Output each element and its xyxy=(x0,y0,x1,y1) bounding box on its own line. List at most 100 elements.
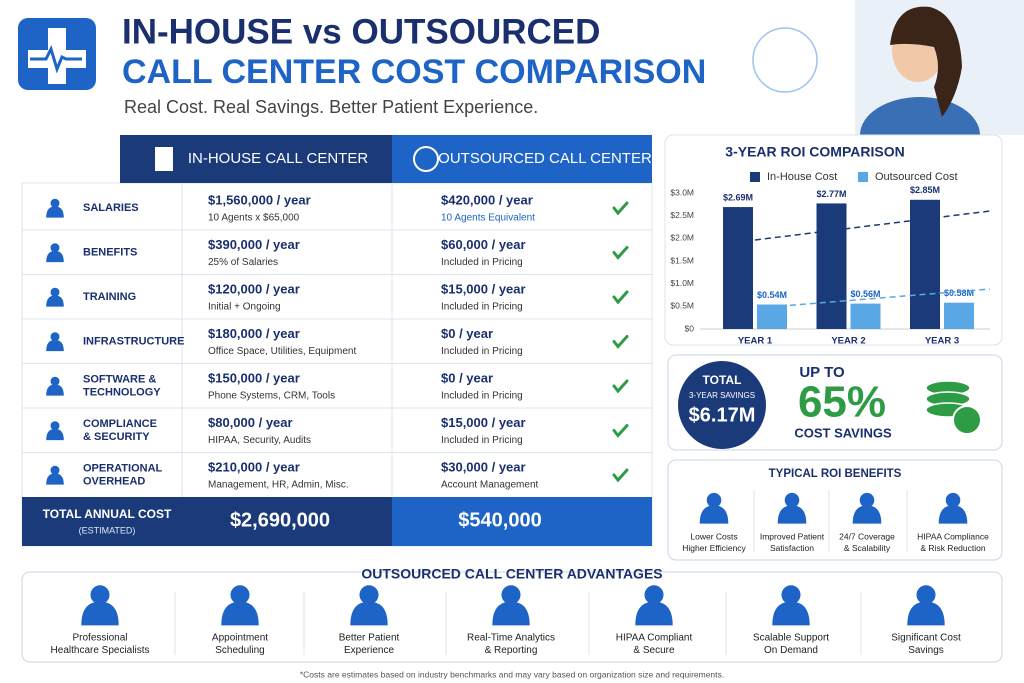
benefit-label: 24/7 Coverage xyxy=(839,531,895,541)
icon-body xyxy=(852,505,882,524)
row-label: & SECURITY xyxy=(83,431,150,443)
total-label: TOTAL ANNUAL COST xyxy=(43,507,172,521)
icon-head xyxy=(50,332,60,342)
advantage-label: Savings xyxy=(908,645,944,656)
row-label: INFRASTRUCTURE xyxy=(83,335,184,347)
inhouse-note: Initial + Ongoing xyxy=(208,302,281,313)
inhouse-note: Management, HR, Admin, Misc. xyxy=(208,480,349,491)
icon-body xyxy=(46,473,64,485)
icon-head xyxy=(90,585,110,605)
check-mark xyxy=(612,201,629,216)
value-label: $2.85M xyxy=(910,185,940,195)
inhouse-cost: $390,000 / year xyxy=(208,237,300,252)
icon-body xyxy=(46,339,64,352)
advantage-label: Professional xyxy=(72,633,127,644)
bar xyxy=(910,199,940,329)
value-label: $0.56M xyxy=(850,289,880,299)
icon-head xyxy=(501,585,521,605)
legend-label: Outsourced Cost xyxy=(875,171,958,183)
value-label: $2.77M xyxy=(816,189,846,199)
bar xyxy=(723,207,753,329)
outsourced-cost: $420,000 / year xyxy=(441,192,533,207)
icon-body xyxy=(777,505,807,524)
icon-body xyxy=(938,505,968,524)
icon-body xyxy=(46,206,64,218)
icon-head xyxy=(50,243,60,253)
check-mark xyxy=(612,290,629,305)
icon-body xyxy=(492,601,530,626)
outsourced-cost: $0 / year xyxy=(441,326,493,341)
value-label: $2.69M xyxy=(723,192,753,202)
icon-head xyxy=(859,492,875,508)
bar xyxy=(850,303,881,329)
advantage-label: Better Patient xyxy=(339,633,400,644)
outsourced-cost: $60,000 / year xyxy=(441,237,526,252)
inhouse-cost: $1,560,000 / year xyxy=(208,192,311,207)
header-icon xyxy=(155,147,173,171)
row-label: SALARIES xyxy=(83,202,139,214)
x-tick-label: YEAR 2 xyxy=(831,336,865,347)
advantage-label: Real-Time Analytics xyxy=(467,633,555,644)
icon-head xyxy=(50,421,60,431)
title-line1: IN-HOUSE vs OUTSOURCED xyxy=(122,12,600,51)
advantage-label: & Secure xyxy=(633,645,675,656)
advantage-label: & Reporting xyxy=(485,645,538,656)
advantage-label: Appointment xyxy=(212,633,268,644)
total-outsourced-cell xyxy=(392,497,652,546)
y-tick-label: $0 xyxy=(685,323,695,333)
inhouse-cost: $210,000 / year xyxy=(208,459,300,474)
check-mark xyxy=(612,335,629,349)
y-tick-label: $0.5M xyxy=(670,301,694,311)
header-outsourced xyxy=(392,135,652,183)
header-label: OUTSOURCED CALL CENTER xyxy=(438,150,652,167)
benefit-label: & Risk Reduction xyxy=(920,543,985,553)
inhouse-cost: $150,000 / year xyxy=(208,370,300,385)
inhouse-note: Office Space, Utilities, Equipment xyxy=(208,346,356,357)
advantage-label: Healthcare Specialists xyxy=(51,645,150,656)
logo-pulse xyxy=(30,44,82,74)
savings-percent: 65% xyxy=(798,378,886,427)
row-label: TECHNOLOGY xyxy=(83,386,161,398)
legend-swatch xyxy=(750,172,760,182)
bar xyxy=(944,302,974,329)
advantage-label: Experience xyxy=(344,645,394,656)
inhouse-note: HIPAA, Security, Audits xyxy=(208,435,311,446)
db-arrow xyxy=(952,405,982,435)
inhouse-cost: $120,000 / year xyxy=(208,281,300,296)
icon-head xyxy=(916,585,936,605)
inhouse-note: 10 Agents x $65,000 xyxy=(208,213,300,224)
row-label: TRAINING xyxy=(83,291,136,303)
row-label: OVERHEAD xyxy=(83,475,145,487)
photo-hair xyxy=(890,6,962,117)
inhouse-cost: $80,000 / year xyxy=(208,415,293,430)
outsourced-note: Included in Pricing xyxy=(441,346,523,357)
benefit-label: Improved Patient xyxy=(760,531,825,541)
y-tick-label: $2.5M xyxy=(670,210,694,220)
advantage-label: Scheduling xyxy=(215,645,264,656)
icon-head xyxy=(50,198,60,208)
check-mark xyxy=(612,468,629,483)
row-label: SOFTWARE & xyxy=(83,373,156,385)
icon-body xyxy=(350,601,388,626)
advantage-label: HIPAA Compliant xyxy=(616,633,693,644)
check-mark xyxy=(612,246,629,260)
benefit-label: Satisfaction xyxy=(770,543,814,553)
header-label: IN-HOUSE CALL CENTER xyxy=(188,150,368,167)
outsourced-note: Included in Pricing xyxy=(441,435,523,446)
y-tick-label: $1.5M xyxy=(670,255,694,265)
footnote: *Costs are estimates based on industry b… xyxy=(300,669,724,679)
icon-head xyxy=(50,376,60,386)
y-tick-label: $1.0M xyxy=(670,278,694,288)
icon-body xyxy=(772,601,810,626)
total-inhouse: $2,690,000 xyxy=(230,509,330,531)
benefit-label: Lower Costs xyxy=(690,531,737,541)
savings-upto: UP TO xyxy=(799,364,845,381)
row-label: BENEFITS xyxy=(83,246,137,258)
benefit-label: HIPAA Compliance xyxy=(917,531,989,541)
icon-head xyxy=(50,465,60,475)
icon-head xyxy=(359,585,379,605)
icon-body xyxy=(81,601,119,626)
icon-head xyxy=(784,492,800,508)
icon-head xyxy=(644,585,664,605)
